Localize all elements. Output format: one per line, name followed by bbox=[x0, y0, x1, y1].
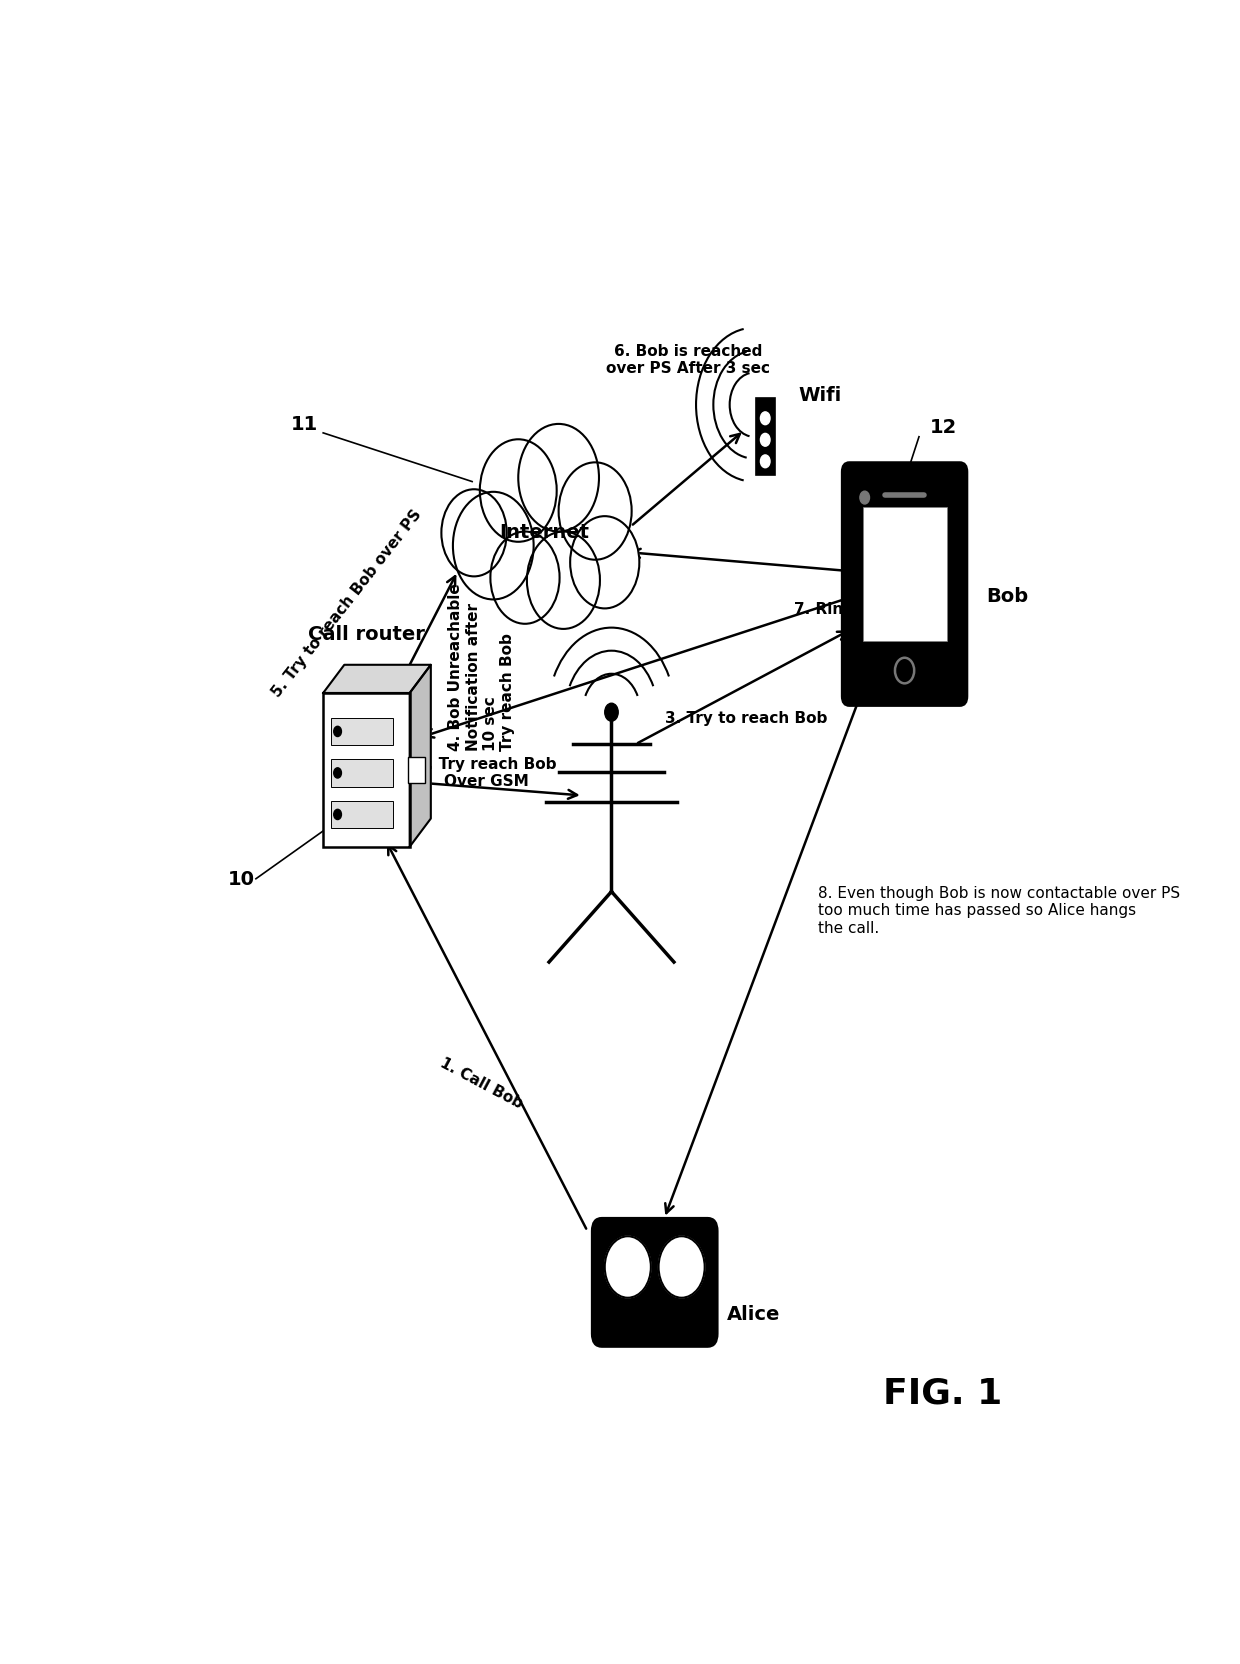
Text: 3. Try to reach Bob: 3. Try to reach Bob bbox=[665, 711, 827, 726]
FancyBboxPatch shape bbox=[331, 717, 393, 745]
Circle shape bbox=[334, 767, 341, 779]
FancyBboxPatch shape bbox=[843, 463, 966, 706]
Text: Bob: Bob bbox=[986, 587, 1028, 606]
Circle shape bbox=[760, 413, 770, 424]
Text: 11: 11 bbox=[290, 416, 317, 434]
Text: 5. Try to reach Bob over PS: 5. Try to reach Bob over PS bbox=[269, 508, 425, 701]
Circle shape bbox=[453, 493, 533, 599]
Circle shape bbox=[518, 424, 599, 531]
Text: 6. Bob is reached
over PS After 3 sec: 6. Bob is reached over PS After 3 sec bbox=[606, 344, 770, 376]
Text: 12: 12 bbox=[930, 418, 956, 438]
Circle shape bbox=[658, 1236, 704, 1298]
Circle shape bbox=[605, 1236, 651, 1298]
Text: 1. Call Bob: 1. Call Bob bbox=[438, 1055, 526, 1112]
Circle shape bbox=[490, 531, 559, 624]
Text: 10: 10 bbox=[228, 870, 255, 889]
Polygon shape bbox=[409, 666, 430, 847]
Text: 2. Try reach Bob
Over GSM: 2. Try reach Bob Over GSM bbox=[417, 757, 557, 789]
Circle shape bbox=[760, 454, 770, 468]
Circle shape bbox=[441, 489, 507, 576]
Circle shape bbox=[605, 704, 619, 721]
Circle shape bbox=[334, 726, 341, 737]
FancyBboxPatch shape bbox=[331, 800, 393, 829]
Text: 4. Bob Unreachable
Notification after
10 sec
Try reach Bob: 4. Bob Unreachable Notification after 10… bbox=[448, 584, 516, 750]
Text: Wifi: Wifi bbox=[799, 386, 842, 406]
Circle shape bbox=[334, 809, 341, 820]
Circle shape bbox=[859, 491, 869, 504]
Circle shape bbox=[527, 531, 600, 629]
Circle shape bbox=[480, 439, 557, 542]
FancyBboxPatch shape bbox=[593, 1218, 717, 1346]
Polygon shape bbox=[324, 666, 430, 692]
Text: FIG. 1: FIG. 1 bbox=[883, 1376, 1003, 1411]
Text: Call router: Call router bbox=[308, 626, 425, 644]
Text: Alice: Alice bbox=[727, 1305, 780, 1325]
Text: Internet: Internet bbox=[500, 522, 589, 542]
FancyBboxPatch shape bbox=[331, 759, 393, 787]
FancyBboxPatch shape bbox=[408, 757, 425, 782]
Text: 7. Ringing: 7. Ringing bbox=[794, 602, 880, 617]
Circle shape bbox=[558, 463, 631, 559]
FancyBboxPatch shape bbox=[755, 398, 775, 476]
Circle shape bbox=[760, 433, 770, 446]
FancyBboxPatch shape bbox=[863, 506, 946, 641]
FancyBboxPatch shape bbox=[324, 692, 409, 847]
Text: 8. Even though Bob is now contactable over PS
too much time has passed so Alice : 8. Even though Bob is now contactable ov… bbox=[818, 885, 1180, 935]
Circle shape bbox=[570, 516, 640, 609]
